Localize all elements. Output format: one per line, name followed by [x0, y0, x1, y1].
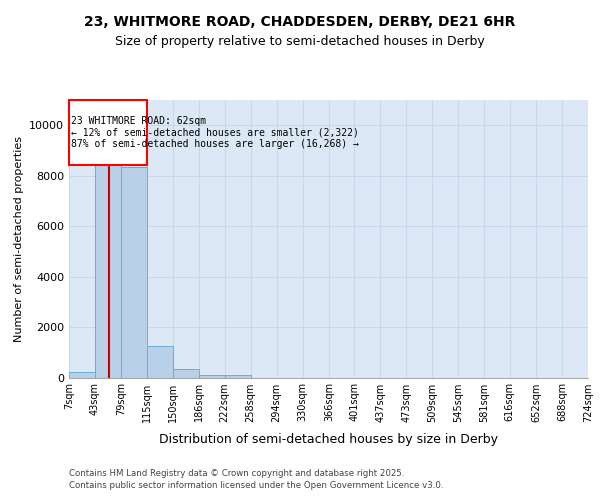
Text: 23 WHITMORE ROAD: 62sqm
← 12% of semi-detached houses are smaller (2,322)
87% of: 23 WHITMORE ROAD: 62sqm ← 12% of semi-de…	[71, 116, 359, 149]
Text: Contains public sector information licensed under the Open Government Licence v3: Contains public sector information licen…	[69, 482, 443, 490]
Y-axis label: Number of semi-detached properties: Number of semi-detached properties	[14, 136, 23, 342]
Text: 23, WHITMORE ROAD, CHADDESDEN, DERBY, DE21 6HR: 23, WHITMORE ROAD, CHADDESDEN, DERBY, DE…	[85, 16, 515, 30]
Bar	[199, 375, 224, 378]
Bar	[95, 160, 121, 378]
Bar	[173, 370, 199, 378]
Text: Size of property relative to semi-detached houses in Derby: Size of property relative to semi-detach…	[115, 34, 485, 48]
FancyBboxPatch shape	[69, 100, 147, 165]
Bar	[147, 346, 173, 378]
Bar	[121, 167, 147, 378]
Bar	[224, 376, 251, 378]
X-axis label: Distribution of semi-detached houses by size in Derby: Distribution of semi-detached houses by …	[159, 433, 498, 446]
Text: Contains HM Land Registry data © Crown copyright and database right 2025.: Contains HM Land Registry data © Crown c…	[69, 470, 404, 478]
Bar	[69, 372, 95, 378]
